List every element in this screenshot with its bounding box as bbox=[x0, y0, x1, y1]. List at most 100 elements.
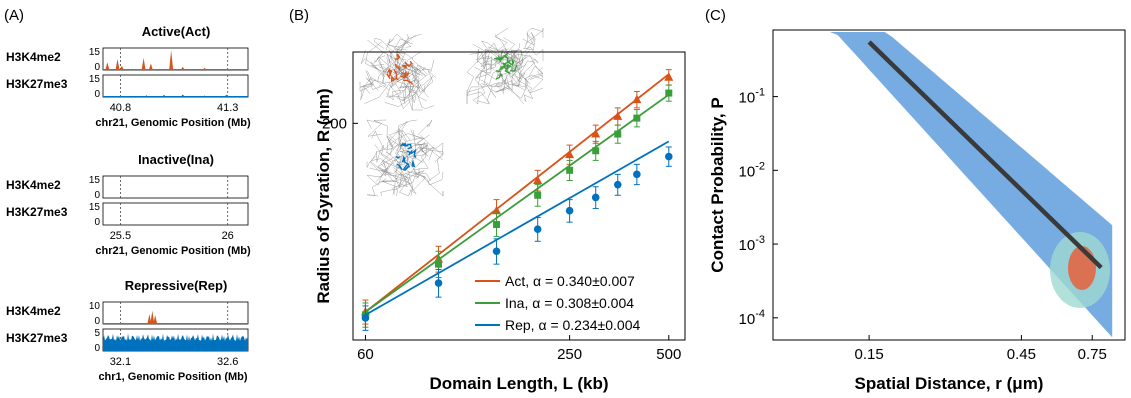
polymer-strand bbox=[519, 60, 536, 85]
polymer-strand bbox=[415, 170, 432, 182]
domain-strand bbox=[396, 163, 403, 171]
track-ymin: 0 bbox=[94, 62, 100, 73]
domain-strand bbox=[403, 79, 414, 85]
polymer-strand bbox=[385, 90, 406, 105]
data-point bbox=[613, 180, 622, 189]
polymer-strand bbox=[497, 79, 513, 91]
polymer-strand bbox=[469, 52, 487, 86]
polymer-strand bbox=[374, 144, 403, 163]
polymer-strand bbox=[391, 60, 423, 77]
polymer-strand bbox=[389, 33, 412, 48]
polymer-strand bbox=[373, 51, 385, 64]
polymer-strand bbox=[378, 66, 388, 88]
polymer-strand bbox=[418, 172, 444, 197]
domain-strand bbox=[498, 62, 506, 72]
panel-c: 0.15 0.45 0.75 10-1 10-2 10-3 10-4 Spatial Dist… bbox=[708, 29, 1126, 393]
domain-strand bbox=[386, 67, 393, 76]
data-point bbox=[493, 221, 501, 228]
panel-b: 60 250 500 200 Domain Length, L (kb) Radius o… bbox=[314, 27, 686, 393]
track-label: H3K4me2 bbox=[6, 178, 61, 192]
polymer-strand bbox=[526, 47, 544, 62]
domain-strand bbox=[403, 166, 409, 172]
polymer-strand bbox=[406, 134, 430, 153]
genomic-axis-label: chr21, Genomic Position (Mb) bbox=[95, 117, 251, 129]
polymer-strand bbox=[369, 148, 394, 175]
polymer-strand bbox=[489, 72, 504, 88]
domain-strand bbox=[504, 66, 511, 75]
polymer-strand bbox=[366, 171, 389, 186]
polymer-strand bbox=[364, 81, 392, 104]
domain-strand bbox=[407, 149, 413, 156]
track-box bbox=[102, 301, 249, 325]
polymer-strand bbox=[481, 83, 497, 98]
polymer-strand bbox=[388, 38, 414, 64]
domain-strand bbox=[386, 73, 391, 80]
data-point bbox=[566, 166, 574, 174]
polymer-strand bbox=[522, 33, 535, 54]
domain-strand bbox=[401, 64, 408, 69]
density-high-region bbox=[1068, 246, 1096, 290]
track-ymax: 5 bbox=[94, 328, 100, 339]
genomic-tick-label: 25.5 bbox=[110, 230, 131, 242]
track-box bbox=[102, 202, 249, 226]
data-point bbox=[565, 206, 574, 215]
panel-label-a: (A) bbox=[4, 7, 24, 24]
polymer-strand bbox=[385, 160, 408, 181]
x-tick-label: 250 bbox=[557, 346, 582, 363]
polymer-strand bbox=[427, 147, 444, 161]
polymer-strand bbox=[388, 138, 394, 150]
power-law-fit-line bbox=[867, 40, 1103, 270]
domain-strand bbox=[394, 63, 401, 71]
x-tick-label: 60 bbox=[357, 346, 374, 363]
polymer-strand bbox=[491, 87, 526, 99]
polymer-strand bbox=[390, 76, 402, 88]
data-point bbox=[592, 147, 600, 155]
polymer-strand bbox=[409, 91, 435, 109]
polymer-strand bbox=[392, 167, 402, 189]
signal-peak bbox=[148, 63, 153, 70]
data-point bbox=[492, 205, 502, 215]
density-heat-band bbox=[798, 32, 1113, 338]
polymer-strand bbox=[466, 60, 486, 92]
polymer-strand bbox=[487, 27, 509, 51]
domain-strand bbox=[494, 55, 500, 60]
polymer-strand bbox=[382, 58, 405, 77]
polymer-strand bbox=[496, 50, 519, 61]
polymer-strand bbox=[384, 168, 417, 194]
data-point bbox=[664, 72, 674, 81]
polymer-strand bbox=[385, 143, 408, 159]
polymer-strand bbox=[520, 50, 544, 75]
data-point bbox=[632, 94, 642, 104]
x-tick-label: 0.45 bbox=[1007, 346, 1036, 363]
domain-strand bbox=[402, 162, 411, 171]
polymer-strand bbox=[525, 28, 544, 45]
data-point bbox=[664, 152, 673, 161]
panel-label-c: (C) bbox=[705, 7, 726, 24]
domain-strand bbox=[395, 156, 401, 159]
data-point bbox=[533, 175, 543, 184]
polymer-strand bbox=[523, 74, 544, 94]
polymer-structure-rep bbox=[366, 119, 444, 197]
polymer-strand bbox=[512, 50, 524, 64]
polymer-strand bbox=[368, 55, 386, 83]
polymer-strand bbox=[377, 156, 396, 176]
data-point bbox=[613, 111, 623, 120]
polymer-strand bbox=[524, 27, 544, 49]
signal-peak bbox=[105, 62, 110, 70]
domain-strand bbox=[390, 75, 397, 83]
domain-strand bbox=[400, 71, 407, 77]
domain-strand bbox=[394, 53, 401, 61]
domain-strand bbox=[400, 72, 410, 79]
y-tick-label: 200 bbox=[322, 115, 347, 132]
polymer-strand bbox=[413, 151, 429, 179]
signal-peak bbox=[119, 65, 124, 70]
polymer-strand bbox=[428, 155, 444, 183]
track-label: H3K27me3 bbox=[6, 331, 68, 345]
polymer-strand bbox=[400, 64, 421, 81]
polymer-strand bbox=[382, 180, 398, 197]
domain-strand bbox=[410, 148, 417, 158]
signal-peak bbox=[169, 50, 174, 70]
polymer-strand bbox=[370, 62, 385, 75]
panel-label-b: (B) bbox=[289, 7, 309, 24]
